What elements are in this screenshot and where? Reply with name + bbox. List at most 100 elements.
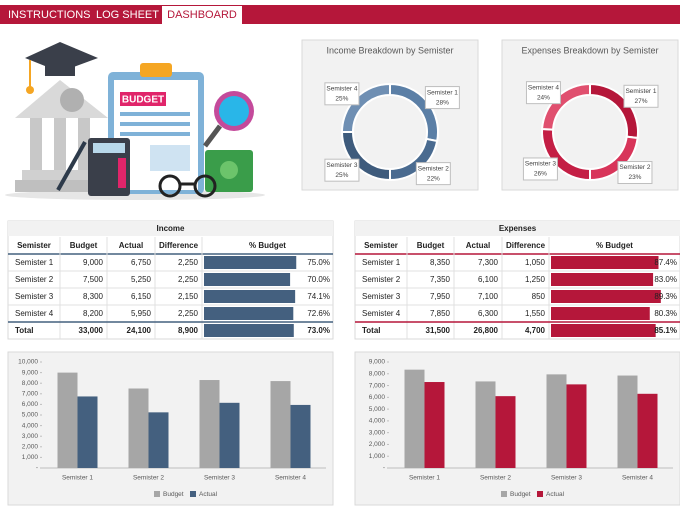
chart-title: Income Breakdown by Semister <box>326 45 453 55</box>
y-tick-label: 5,000 <box>22 412 39 419</box>
label-box <box>617 161 653 185</box>
cell: Semister 4 <box>362 309 401 318</box>
cell: 73.0% <box>307 326 330 335</box>
cell: 850 <box>532 292 546 301</box>
y-tick-label: 4,000 <box>369 418 386 425</box>
donut-label: Semister 3 <box>525 161 556 168</box>
donut-value: 25% <box>335 96 348 103</box>
cell: Semister 2 <box>362 275 401 284</box>
donut-segment <box>340 82 391 133</box>
legend-label: Actual <box>546 491 565 498</box>
cell: 7,100 <box>478 292 499 301</box>
chart-title: Expenses Breakdown by Semister <box>521 45 658 55</box>
tab[interactable]: LOG SHEET <box>96 9 159 21</box>
cell: Total <box>362 326 381 335</box>
label-box <box>424 86 460 110</box>
bar <box>495 396 516 468</box>
cell: 2,250 <box>178 275 199 284</box>
x-tick-label: Semister 1 <box>62 475 93 482</box>
cell: 2,150 <box>178 292 199 301</box>
cell: 87.4% <box>654 258 677 267</box>
y-tick-label: 5,000 <box>369 406 386 413</box>
cell: 8,200 <box>83 309 104 318</box>
column-header: % Budget <box>249 241 286 250</box>
legend-label: Budget <box>163 491 184 498</box>
tab[interactable]: INSTRUCTIONS <box>8 9 91 21</box>
y-tick-label: 9,000 <box>22 369 39 376</box>
cell: 5,950 <box>131 309 152 318</box>
cell: Total <box>15 326 34 335</box>
x-tick-label: Semister 4 <box>275 475 306 482</box>
x-tick-label: Semister 1 <box>409 475 440 482</box>
cell: 7,500 <box>83 275 104 284</box>
cell: 2,250 <box>178 258 199 267</box>
cell: 9,000 <box>83 258 104 267</box>
data-bar <box>204 290 296 303</box>
cell: 33,000 <box>79 326 104 335</box>
cell: 75.0% <box>307 258 330 267</box>
cell: 7,300 <box>478 258 499 267</box>
bar <box>475 381 496 468</box>
y-tick-label: 2,000 <box>369 441 386 448</box>
cell: 6,300 <box>478 309 499 318</box>
cell: 74.1% <box>307 292 330 301</box>
x-tick-label: Semister 4 <box>622 475 653 482</box>
cell: 1,050 <box>525 258 546 267</box>
data-bar <box>204 307 294 320</box>
column-header: Actual <box>466 241 490 250</box>
cell: Semister 3 <box>15 292 54 301</box>
cell: 7,350 <box>430 275 451 284</box>
legend-label: Budget <box>510 491 531 498</box>
donut-value: 22% <box>427 175 440 182</box>
donut-value: 28% <box>436 99 449 106</box>
data-bar <box>204 324 294 337</box>
cell: Semister 4 <box>15 309 54 318</box>
donut-value: 27% <box>634 98 647 105</box>
x-tick-label: Semister 3 <box>204 475 235 482</box>
tab[interactable]: DASHBOARD <box>167 9 237 21</box>
bar <box>219 402 240 468</box>
label-box <box>415 162 451 186</box>
bar <box>128 388 149 468</box>
x-tick-label: Semister 2 <box>480 475 511 482</box>
cell: 26,800 <box>474 326 499 335</box>
cell: 85.1% <box>654 326 677 335</box>
column-header: Budget <box>417 241 445 250</box>
donut-label: Semister 2 <box>418 165 449 172</box>
cell: 4,700 <box>525 326 546 335</box>
donut-segment <box>541 82 591 131</box>
table-title: Expenses <box>499 224 537 233</box>
bar <box>290 404 311 468</box>
donut-label: Semister 4 <box>326 86 357 93</box>
bar <box>199 380 220 468</box>
cell: 7,950 <box>430 292 451 301</box>
cell: 6,150 <box>131 292 152 301</box>
cell: Semister 2 <box>15 275 54 284</box>
cell: 31,500 <box>426 326 451 335</box>
cell: 6,750 <box>131 258 152 267</box>
bar <box>637 393 658 468</box>
legend-swatch <box>537 491 543 497</box>
y-tick-label: 10,000 <box>18 359 38 366</box>
y-tick-label: 3,000 <box>22 433 39 440</box>
donut-label: Semister 2 <box>619 164 650 171</box>
cell: 7,850 <box>430 309 451 318</box>
bar <box>77 396 98 468</box>
table-title-bg <box>355 221 680 236</box>
donut-value: 23% <box>628 174 641 181</box>
y-tick-label: - <box>36 465 38 472</box>
donut-value: 24% <box>537 94 550 101</box>
column-header: Actual <box>119 241 143 250</box>
cell: 72.6% <box>307 309 330 318</box>
data-bar <box>551 273 654 286</box>
cell: 1,250 <box>525 275 546 284</box>
bar <box>404 369 425 468</box>
y-tick-label: 9,000 <box>369 359 386 366</box>
cell: 24,100 <box>127 326 152 335</box>
bar <box>566 384 587 468</box>
cell: 8,900 <box>178 326 199 335</box>
y-tick-label: 6,000 <box>369 394 386 401</box>
cell: 70.0% <box>307 275 330 284</box>
illustration-label: BUDGET <box>122 95 164 106</box>
y-tick-label: 1,000 <box>22 454 39 461</box>
